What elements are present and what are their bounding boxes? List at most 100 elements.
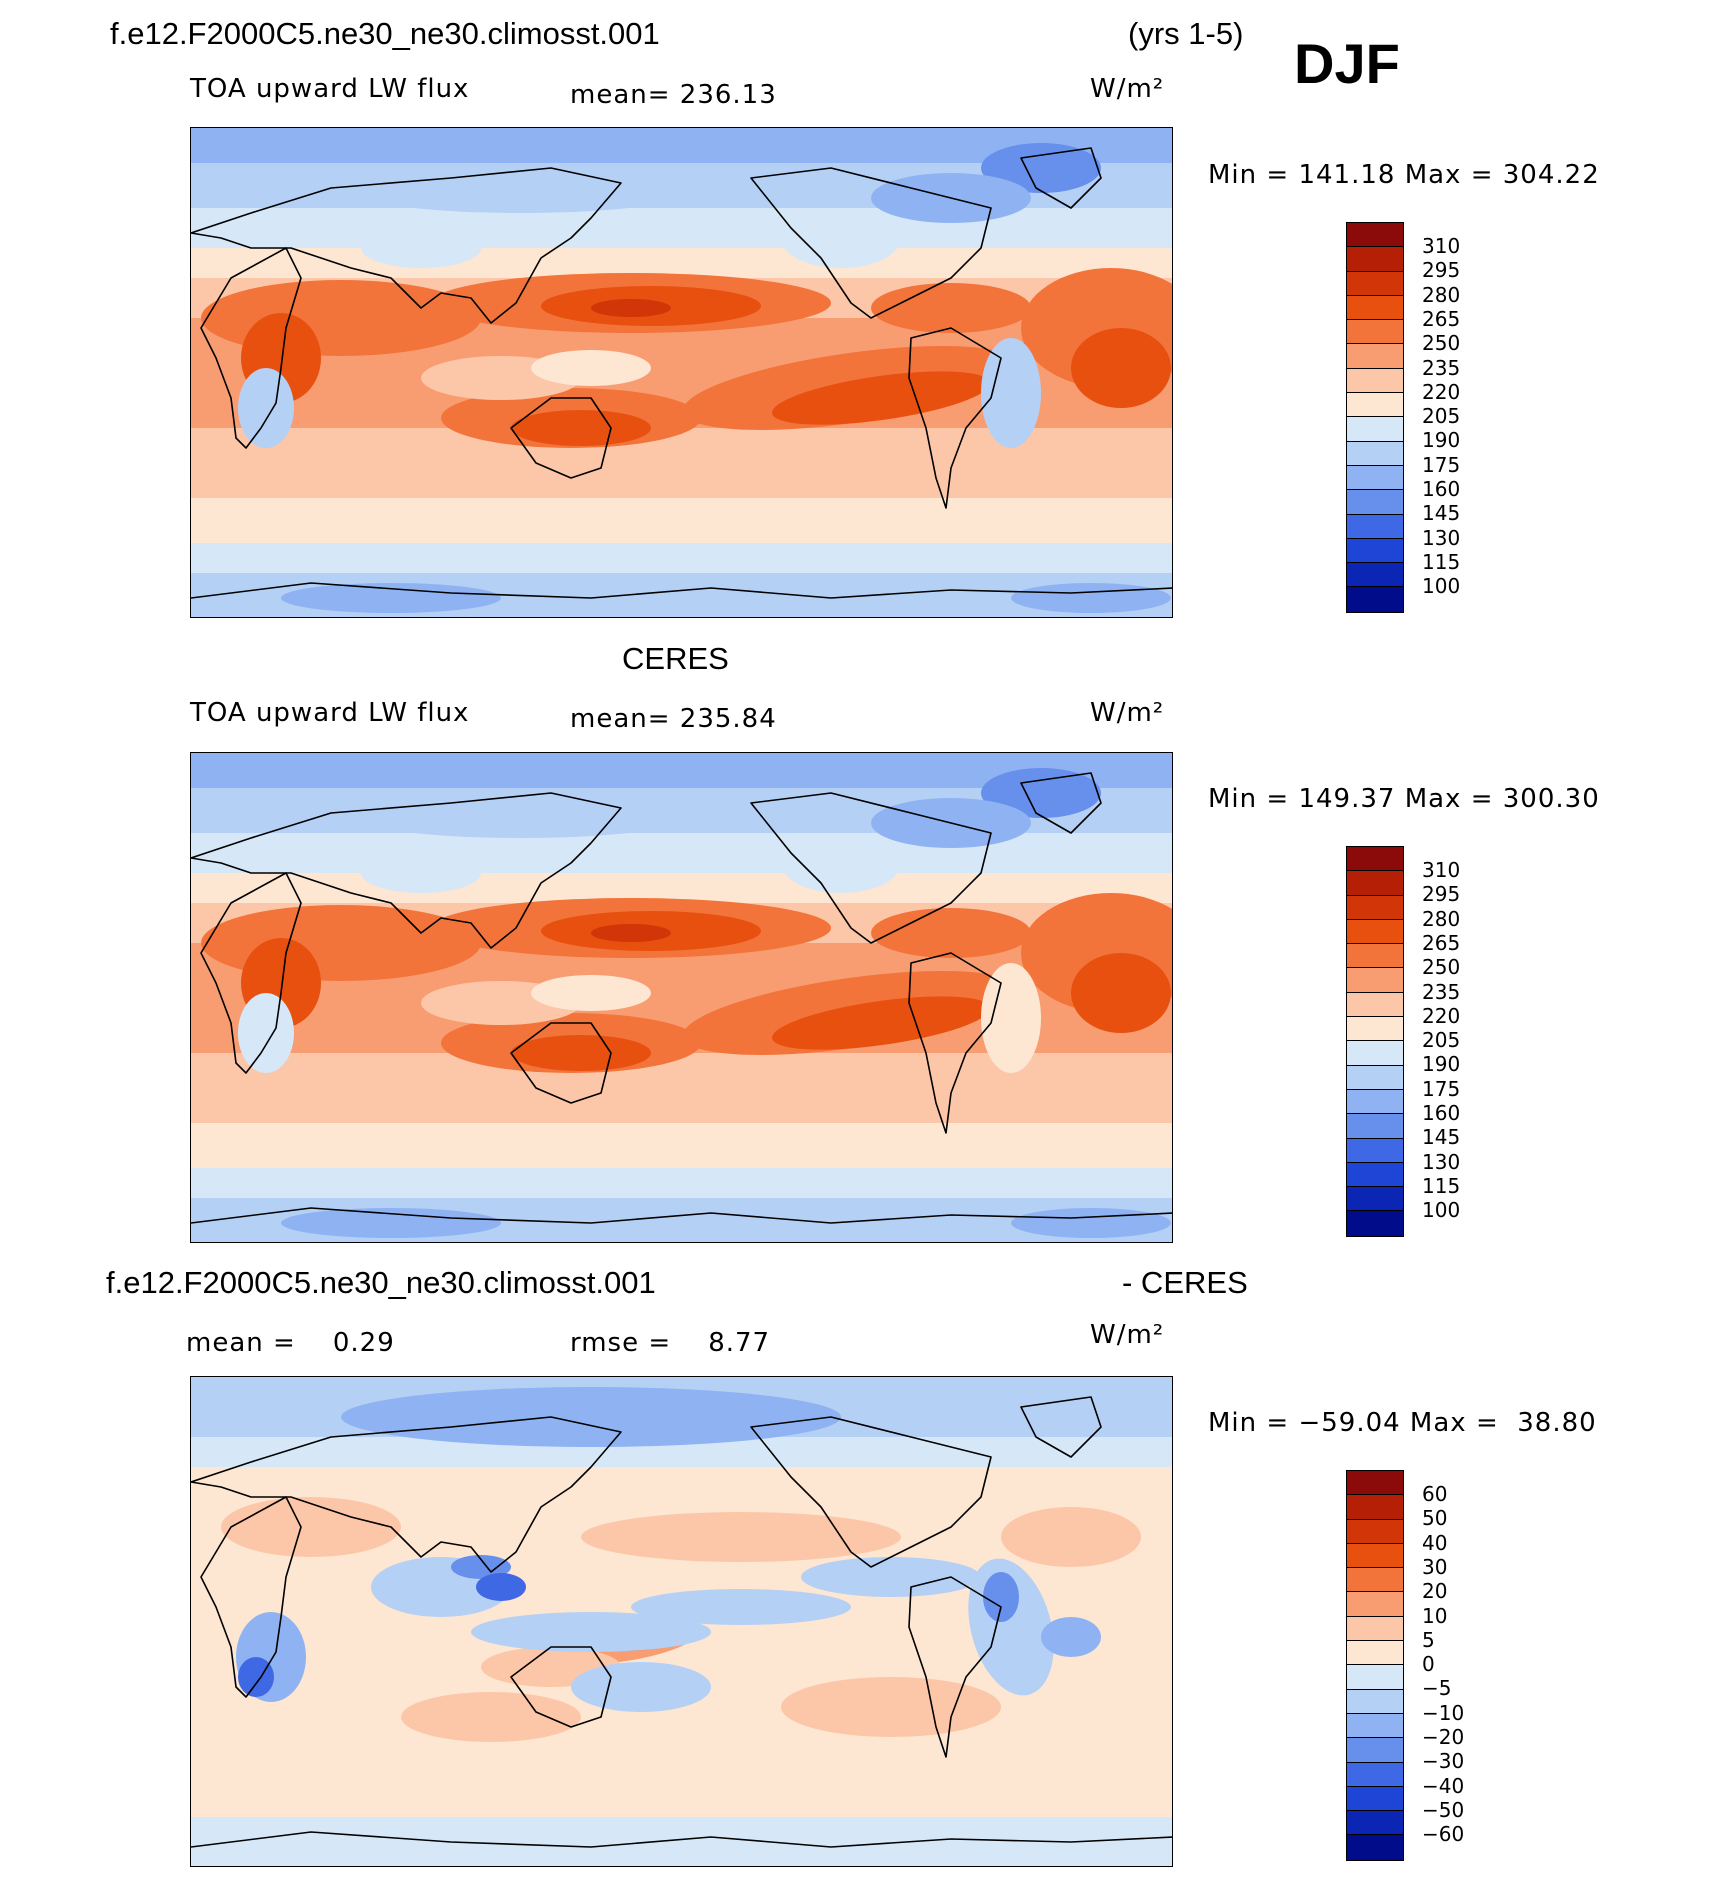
colorbar-label: −10	[1422, 1700, 1465, 1725]
panel1-variable: TOA upward LW flux	[190, 74, 470, 104]
coastline	[908, 327, 1002, 509]
colorbar-swatch	[1347, 223, 1403, 248]
field-contour	[1011, 583, 1171, 613]
colorbar-label: −20	[1422, 1725, 1465, 1749]
colorbar-swatch	[1347, 1762, 1403, 1787]
coastline	[510, 397, 612, 479]
colorbar-label: 265	[1422, 306, 1461, 331]
colorbar-label: 205	[1422, 404, 1461, 429]
colorbar-swatch	[1347, 1568, 1403, 1593]
colorbar-swatch	[1347, 1162, 1403, 1188]
colorbar-label: 160	[1422, 1101, 1461, 1125]
colorbar-swatch	[1347, 1738, 1403, 1763]
coastline	[200, 1496, 302, 1698]
colorbar-swatch	[1347, 368, 1403, 394]
panel3-minmax: Min = −59.04 Max = 38.80	[1208, 1408, 1597, 1438]
colorbar-swatch	[1347, 490, 1403, 515]
season-label: DJF	[1294, 32, 1400, 95]
field-contour	[531, 975, 651, 1011]
colorbar-label: 50	[1422, 1506, 1448, 1531]
field-contour	[772, 371, 990, 425]
colorbar-label: 145	[1422, 501, 1461, 526]
colorbar-label: 295	[1422, 882, 1461, 907]
colorbar-swatch	[1347, 587, 1403, 612]
field-contour	[772, 996, 990, 1050]
panel1-map-field	[191, 128, 1172, 617]
case-title: f.e12.F2000C5.ne30_ne30.climosst.001	[110, 16, 660, 51]
field-contour	[983, 1572, 1019, 1622]
colorbar-swatch	[1347, 1495, 1403, 1520]
colorbar-label: 30	[1422, 1554, 1448, 1579]
field-contour	[871, 283, 1031, 333]
colorbar-label: 235	[1422, 355, 1461, 380]
colorbar-swatch	[1347, 1616, 1403, 1642]
colorbar-label: 310	[1422, 234, 1461, 258]
field-contour	[981, 338, 1041, 448]
panel3-units: W/m²	[1090, 1320, 1165, 1350]
colorbar-label: 235	[1422, 979, 1461, 1004]
panel3-rmse: rmse = 8.77	[570, 1328, 771, 1358]
field-contour	[581, 1512, 901, 1562]
colorbar-label: 310	[1422, 858, 1461, 882]
panel2-minmax: Min = 149.37 Max = 300.30	[1208, 784, 1600, 814]
colorbar-label: 40	[1422, 1530, 1448, 1555]
colorbar-label: 220	[1422, 1003, 1461, 1028]
panel2-mean: mean= 235.84	[570, 704, 777, 734]
colorbar-label: 10	[1422, 1603, 1448, 1628]
colorbar-label: 295	[1422, 258, 1461, 283]
field-contour	[341, 163, 701, 213]
colorbar-swatch	[1347, 320, 1403, 345]
colorbar-label: 175	[1422, 452, 1461, 477]
coastline	[191, 1207, 1172, 1224]
panel1-colorbar	[1346, 222, 1404, 613]
field-contour	[801, 1557, 981, 1597]
field-contour	[601, 588, 901, 617]
coastline	[191, 582, 1172, 599]
field-contour	[591, 924, 671, 942]
colorbar-label: 130	[1422, 1149, 1461, 1174]
field-band	[191, 1168, 1172, 1198]
field-contour	[781, 833, 901, 893]
colorbar-label: 280	[1422, 282, 1461, 307]
field-contour	[281, 1208, 501, 1238]
colorbar-swatch	[1347, 968, 1403, 993]
colorbar-label: 60	[1422, 1482, 1448, 1506]
colorbar-swatch	[1347, 1786, 1403, 1812]
colorbar-swatch	[1347, 1641, 1403, 1666]
colorbar-label: 190	[1422, 1052, 1461, 1077]
colorbar-label: 250	[1422, 955, 1461, 980]
colorbar-swatch	[1347, 1689, 1403, 1714]
field-contour	[601, 1213, 901, 1242]
panel3-mean: mean = 0.29	[186, 1328, 395, 1358]
field-contour	[571, 1662, 711, 1712]
field-band	[191, 498, 1172, 543]
coastline	[200, 247, 302, 449]
coastline	[908, 1576, 1002, 1758]
colorbar-label: 220	[1422, 379, 1461, 404]
field-contour	[341, 788, 701, 838]
field-contour	[511, 410, 651, 446]
coastline	[1020, 1396, 1102, 1458]
field-contour	[1071, 953, 1171, 1033]
panel3-title-right: - CERES	[1122, 1265, 1248, 1300]
field-contour	[631, 1589, 851, 1625]
colorbar-label: 100	[1422, 574, 1461, 599]
colorbar-label: 190	[1422, 428, 1461, 453]
field-contour	[451, 1555, 511, 1579]
field-contour	[591, 299, 671, 317]
field-contour	[981, 768, 1101, 818]
colorbar-label: −40	[1422, 1773, 1465, 1798]
colorbar-label: −50	[1422, 1797, 1465, 1822]
field-band	[191, 248, 1172, 278]
colorbar-label: 0	[1422, 1652, 1435, 1677]
field-contour	[471, 1612, 711, 1652]
colorbar-swatch	[1347, 563, 1403, 588]
years-label: (yrs 1-5)	[1128, 16, 1244, 51]
field-contour	[361, 228, 481, 268]
field-contour	[781, 208, 901, 268]
colorbar-label: 175	[1422, 1076, 1461, 1101]
coastlines	[191, 772, 1172, 1224]
colorbar-swatch	[1347, 1713, 1403, 1739]
colorbar-swatch	[1347, 538, 1403, 564]
panel3-title-left: f.e12.F2000C5.ne30_ne30.climosst.001	[106, 1265, 656, 1300]
